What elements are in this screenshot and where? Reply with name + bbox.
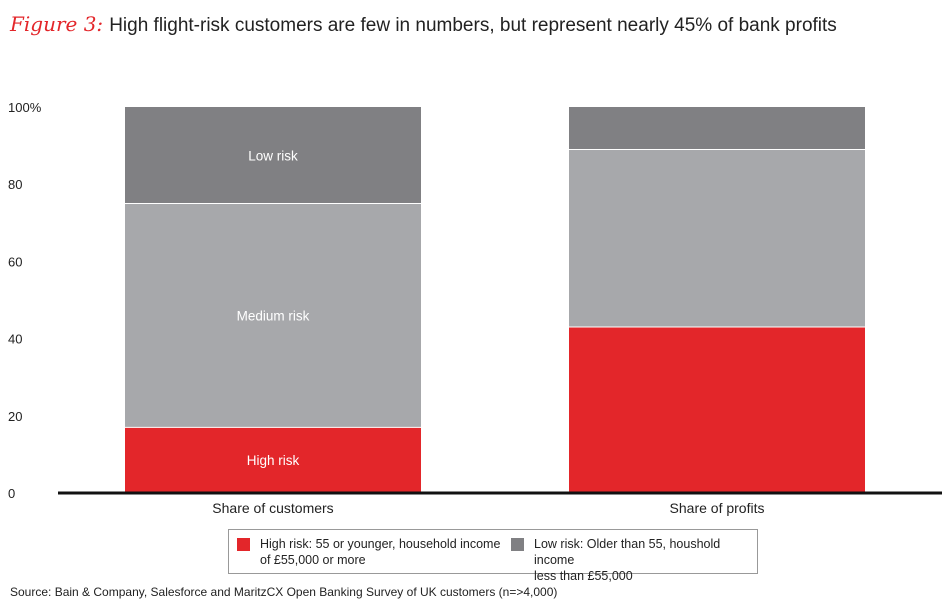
legend-item-high-risk: High risk: 55 or younger, household inco… (237, 536, 500, 568)
bar-segment-low-risk (569, 107, 865, 150)
bar-segment-high-risk (569, 327, 865, 493)
legend-swatch-low-risk (511, 538, 524, 551)
y-tick-label: 60 (8, 254, 22, 269)
segment-labels: High risk Medium risk Low risk (237, 148, 310, 468)
bar-segment-low-risk (125, 107, 421, 204)
figure-number: Figure 3: (10, 12, 104, 36)
category-label: Share of customers (212, 500, 333, 516)
y-tick-label: 20 (8, 409, 22, 424)
source-note: Source: Bain & Company, Salesforce and M… (10, 585, 558, 599)
bars (125, 107, 865, 493)
bar-segment-high-risk (125, 427, 421, 493)
legend-label-low-risk: Low risk: Older than 55, houshold income… (534, 537, 721, 583)
legend-label-high-risk: High risk: 55 or younger, household inco… (260, 537, 501, 567)
legend-item-low-risk: Low risk: Older than 55, houshold income… (511, 536, 757, 584)
stacked-bar-chart: 0 20 40 60 80 100% High risk Medium risk Low ri… (8, 100, 942, 516)
figure-headline: High flight-risk customers are few in nu… (109, 15, 837, 36)
segment-label: High risk (247, 453, 300, 468)
legend-swatch-high-risk (237, 538, 250, 551)
segment-label: Low risk (248, 148, 298, 163)
bar-segment-medium-risk (125, 203, 421, 428)
segment-label: Medium risk (237, 308, 310, 323)
figure-title: Figure 3: High flight-risk customers are … (10, 12, 837, 37)
bar-segment-medium-risk (569, 149, 865, 328)
y-tick-label: 0 (8, 486, 15, 501)
legend: High risk: 55 or younger, household inco… (228, 529, 758, 583)
y-tick-label: 100% (8, 100, 42, 115)
category-labels: Share of customers Share of profits (212, 500, 764, 516)
y-axis-ticks: 0 20 40 60 80 100% (8, 100, 42, 501)
y-tick-label: 80 (8, 177, 22, 192)
y-tick-label: 40 (8, 332, 22, 347)
category-label: Share of profits (670, 500, 765, 516)
